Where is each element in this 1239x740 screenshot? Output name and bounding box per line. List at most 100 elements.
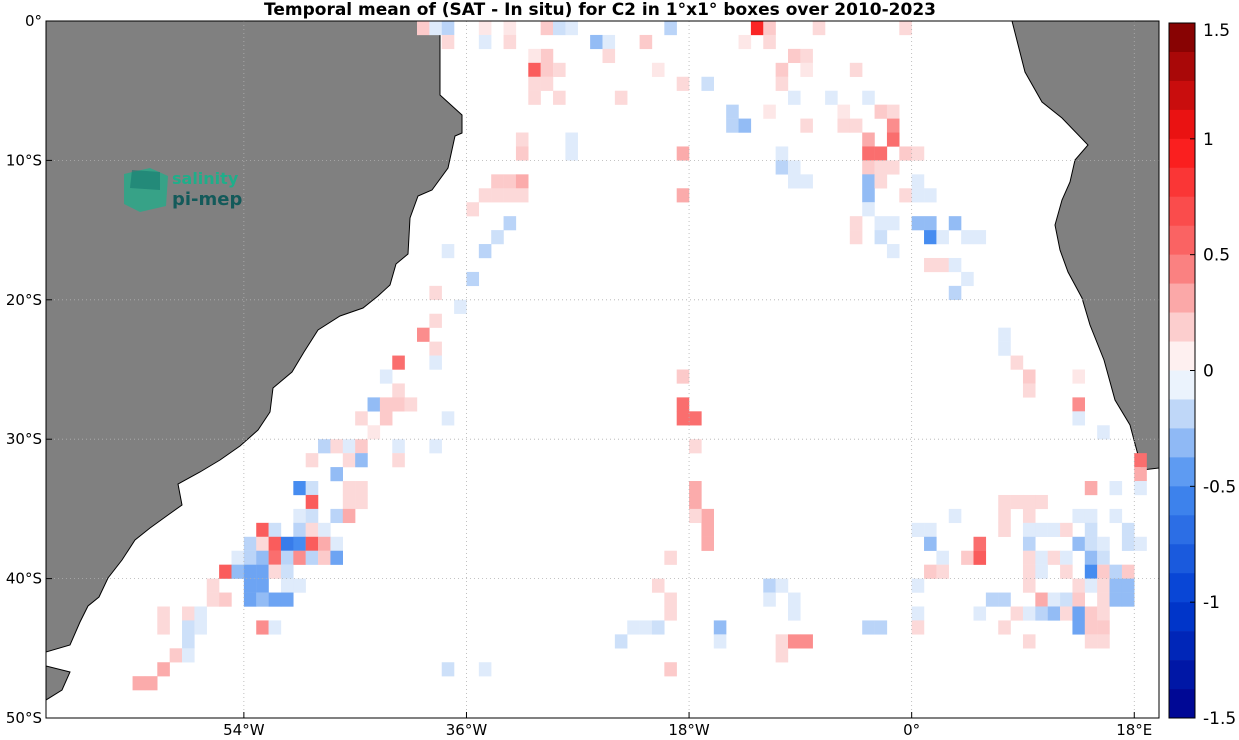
heatmap-cell [1010, 494, 1024, 510]
heatmap-cell [182, 606, 195, 621]
heatmap-cell [491, 174, 504, 189]
colorbar-segment [1169, 486, 1195, 516]
heatmap-cell [478, 244, 492, 259]
heatmap-cell [763, 104, 776, 119]
heatmap-cell [1109, 481, 1123, 496]
heatmap-cell [750, 21, 764, 36]
x-tick-label: 36°W [446, 721, 488, 739]
heatmap-cell [293, 550, 306, 565]
heatmap-cell [973, 230, 987, 245]
heatmap-cell [1010, 606, 1024, 621]
heatmap-cell [651, 620, 665, 635]
colorbar-segment [1169, 51, 1195, 82]
colorbar-segment [1169, 283, 1195, 313]
heatmap-cell [478, 662, 492, 677]
heatmap-cell [256, 564, 269, 579]
heatmap-cell [342, 481, 356, 496]
heatmap-cell [738, 34, 752, 50]
heatmap-cell [924, 564, 937, 579]
heatmap-cell [565, 21, 578, 36]
heatmap-cell [342, 439, 356, 454]
colorbar-ticks: 1.5 1 0.5 0 -0.5 -1 -1.5 [1190, 21, 1236, 729]
heatmap-cell [800, 48, 813, 64]
heatmap-cell [293, 578, 306, 593]
colorbar-segment [1169, 80, 1195, 111]
heatmap-cell [651, 578, 665, 593]
heatmap-cell [1072, 411, 1085, 426]
heatmap-cell [144, 676, 158, 691]
heatmap-cell [1035, 606, 1048, 621]
heatmap-cell [924, 188, 937, 203]
heatmap-cell [689, 508, 702, 524]
heatmap-cell [293, 536, 306, 551]
heatmap-cell [849, 230, 863, 245]
heatmap-cell [1035, 522, 1048, 537]
heatmap-cell [961, 271, 974, 287]
heatmap-cell [367, 425, 381, 440]
heatmap-cell [478, 34, 492, 50]
heatmap-cell [701, 76, 714, 91]
heatmap-cell [1084, 508, 1098, 524]
heatmap-cell [998, 341, 1011, 356]
heatmap-cell [1134, 536, 1147, 551]
heatmap-cell [1097, 578, 1110, 593]
heatmap-cell [1047, 550, 1061, 565]
heatmap-cell [540, 21, 554, 36]
heatmap-cell [1022, 369, 1036, 384]
heatmap-cell [132, 676, 146, 691]
heatmap-cell [1084, 578, 1098, 593]
heatmap-cell [1022, 550, 1036, 565]
heatmap-cell [886, 132, 900, 147]
heatmap-cell [194, 620, 207, 635]
heatmap-cell [429, 21, 442, 36]
heatmap-cell [305, 481, 319, 496]
heatmap-cell [849, 62, 863, 77]
heatmap-cell [231, 564, 245, 579]
heatmap-cell [1060, 550, 1073, 565]
heatmap-cell [268, 522, 282, 537]
heatmap-cell [676, 397, 690, 412]
heatmap-cell [1097, 550, 1110, 565]
heatmap-cell [862, 90, 875, 105]
heatmap-cell [726, 104, 739, 119]
heatmap-cell [256, 592, 269, 607]
heatmap-cell [429, 313, 442, 328]
heatmap-cell [664, 550, 677, 565]
heatmap-cell [355, 494, 368, 510]
heatmap-cell [874, 174, 888, 189]
colorbar-segment [1169, 573, 1195, 603]
heatmap-cell [874, 230, 888, 245]
heatmap-cell [169, 648, 183, 663]
heatmap-cell [837, 118, 851, 133]
heatmap-cell [330, 439, 343, 454]
heatmap-cell [256, 536, 269, 551]
heatmap-cell [318, 550, 331, 565]
heatmap-cell [1022, 494, 1036, 510]
colorbar-segment [1169, 254, 1195, 284]
heatmap-cell [775, 146, 789, 161]
heatmap-cell [800, 174, 813, 189]
heatmap-cell [417, 21, 430, 36]
heatmap-cell [243, 592, 257, 607]
heatmap-cell [775, 160, 789, 175]
heatmap-cell [330, 550, 343, 565]
heatmap-cell [1022, 606, 1036, 621]
heatmap-cell [206, 592, 220, 607]
heatmap-cell [1047, 606, 1061, 621]
heatmap-cell [268, 564, 282, 579]
heatmap-cell [1097, 564, 1110, 579]
heatmap-cell [1097, 620, 1110, 635]
heatmap-cell [503, 188, 517, 203]
heatmap-cell [899, 146, 912, 161]
heatmap-cell [305, 508, 319, 524]
heatmap-cell [800, 118, 813, 133]
south-america-tip [46, 665, 71, 701]
heatmap-cell [1022, 522, 1036, 537]
heatmap-cell [268, 592, 282, 607]
heatmap-cell [1010, 355, 1024, 370]
chart-title: Temporal mean of (SAT - In situ) for C2 … [264, 0, 936, 20]
heatmap-cell [243, 578, 257, 593]
heatmap-cell [849, 118, 863, 133]
heatmap-cell [231, 550, 245, 565]
